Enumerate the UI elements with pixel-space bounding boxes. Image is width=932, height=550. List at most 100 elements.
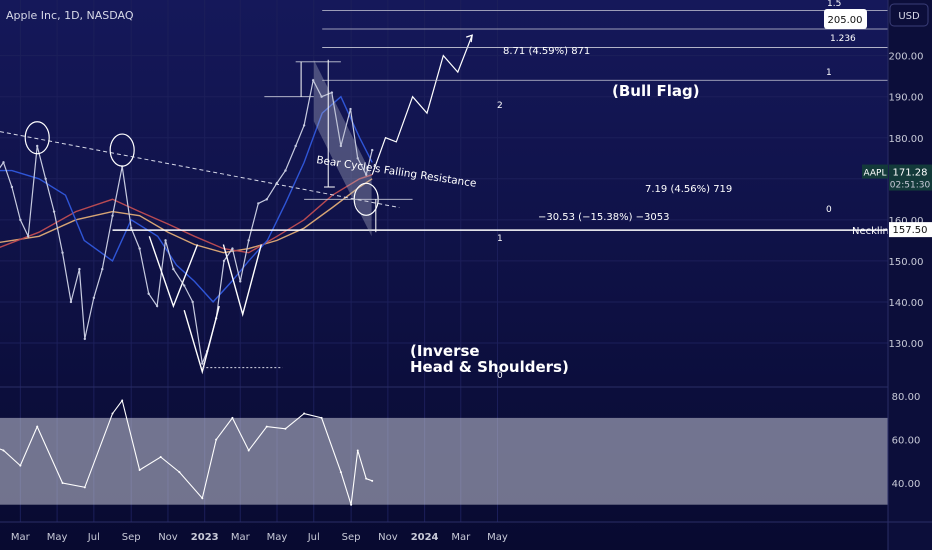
x-tick-label-12: Mar xyxy=(451,532,471,543)
last-price-tag xyxy=(889,164,932,191)
price-point xyxy=(302,124,306,127)
bull-flag-label: (Bull Flag) xyxy=(612,82,700,100)
rsi-point xyxy=(247,449,250,452)
x-tick-label-11: 2024 xyxy=(411,532,439,543)
x-tick-label-1: May xyxy=(47,532,68,543)
price-point xyxy=(130,226,133,230)
rsi-point xyxy=(365,477,368,480)
rsi-point xyxy=(339,471,342,474)
x-tick-label-8: Jul xyxy=(307,532,320,543)
x-tick-label-7: May xyxy=(267,532,288,543)
price-point xyxy=(147,292,150,295)
rsi-point xyxy=(19,464,22,467)
price-point xyxy=(339,144,343,148)
rsi-point xyxy=(61,482,64,484)
projection-path xyxy=(371,34,473,175)
symbol-title[interactable]: Apple Inc, 1D, NASDAQ xyxy=(6,9,134,22)
fib-level-label-6: 0 xyxy=(497,371,503,381)
rsi-point xyxy=(159,455,162,458)
currency-label: USD xyxy=(898,11,920,22)
price-point xyxy=(172,267,175,271)
fib-mid-label: 7.19 (4.56%) 719 xyxy=(645,184,732,195)
fib-level-label-5: 1 xyxy=(497,234,503,244)
price-scale[interactable] xyxy=(888,0,932,550)
fib-top-label: 8.71 (4.59%) 871 xyxy=(503,46,590,57)
price-point xyxy=(364,173,368,176)
price-point xyxy=(265,198,268,201)
price-point xyxy=(111,214,114,217)
y-tick-label-3: 160.00 xyxy=(889,216,924,227)
rsi-point xyxy=(265,425,268,428)
fib-drop-label: −30.53 (−15.38%) −3053 xyxy=(538,212,670,223)
rsi-point xyxy=(83,486,86,489)
projection-arrowhead xyxy=(466,34,473,43)
price-point xyxy=(191,300,194,304)
price-point xyxy=(92,296,96,300)
ihs-label-line2: Head & Shoulders) xyxy=(410,358,569,376)
price-point xyxy=(138,247,141,250)
fib-level-label-0: 1.5 xyxy=(827,0,841,9)
neckline-price-label: 157.50 xyxy=(893,225,928,236)
countdown-label: 02:51:30 xyxy=(890,181,931,191)
price-line xyxy=(0,78,373,366)
x-tick-label-10: Nov xyxy=(378,532,398,543)
rsi-point xyxy=(284,427,287,430)
rsi-point xyxy=(138,468,141,471)
currency-button[interactable] xyxy=(889,3,929,27)
last-symbol-label: AAPL xyxy=(863,169,886,179)
rsi-point xyxy=(36,425,39,428)
ma-orange-line xyxy=(0,178,373,254)
last-symbol-tag xyxy=(862,164,888,179)
price-point xyxy=(275,181,279,185)
rsi-point xyxy=(215,438,218,441)
rsi-line xyxy=(0,399,373,505)
ihs-left-shoulder xyxy=(148,236,199,309)
rsi-tick-label-2: 80.00 xyxy=(892,392,921,403)
y-tick-label-7: 200.00 xyxy=(889,52,924,63)
target-label: 205.00 xyxy=(828,15,863,26)
neckline-label: Neckline xyxy=(852,226,895,237)
fib-level-label-2: 1 xyxy=(826,68,832,78)
rsi-point xyxy=(303,412,306,415)
ihs-right-shoulder xyxy=(222,244,262,317)
rsi-tick-label-0: 40.00 xyxy=(892,479,921,490)
x-tick-label-0: Mar xyxy=(11,532,31,543)
rsi-tick-label-1: 60.00 xyxy=(892,436,921,447)
rsi-point xyxy=(178,471,181,474)
price-point xyxy=(311,79,315,82)
price-point xyxy=(19,218,22,222)
x-tick-label-9: Sep xyxy=(342,532,361,543)
fib-level-label-3: 0 xyxy=(826,205,832,215)
x-tick-label-2: Jul xyxy=(87,532,100,543)
x-tick-label-5: 2023 xyxy=(191,532,219,543)
y-tick-label-2: 150.00 xyxy=(889,257,924,268)
price-point xyxy=(294,144,297,148)
price-point xyxy=(155,304,159,308)
price-point xyxy=(83,337,87,341)
price-point xyxy=(52,210,56,213)
rsi-point xyxy=(356,449,359,452)
last-price-label: 171.28 xyxy=(893,168,928,179)
ihs-head xyxy=(183,305,220,375)
price-point xyxy=(44,177,47,180)
y-tick-label-6: 190.00 xyxy=(889,93,924,104)
y-tick-label-5: 180.00 xyxy=(889,134,924,145)
price-point xyxy=(320,95,323,98)
price-point xyxy=(201,362,204,365)
rsi-point xyxy=(2,449,5,452)
x-tick-label-6: Mar xyxy=(231,532,251,543)
price-point xyxy=(10,185,14,189)
price-point xyxy=(78,267,81,271)
ihs-label-line1: (Inverse xyxy=(410,342,480,360)
y-tick-label-0: 130.00 xyxy=(889,339,924,350)
price-point xyxy=(239,280,242,283)
neckline-price-tag xyxy=(889,222,932,238)
rsi-point xyxy=(231,416,234,419)
price-point xyxy=(247,239,250,242)
price-point xyxy=(26,235,30,238)
price-point xyxy=(164,239,167,242)
price-point xyxy=(349,107,352,111)
rsi-point xyxy=(371,479,374,482)
price-point xyxy=(330,91,334,94)
